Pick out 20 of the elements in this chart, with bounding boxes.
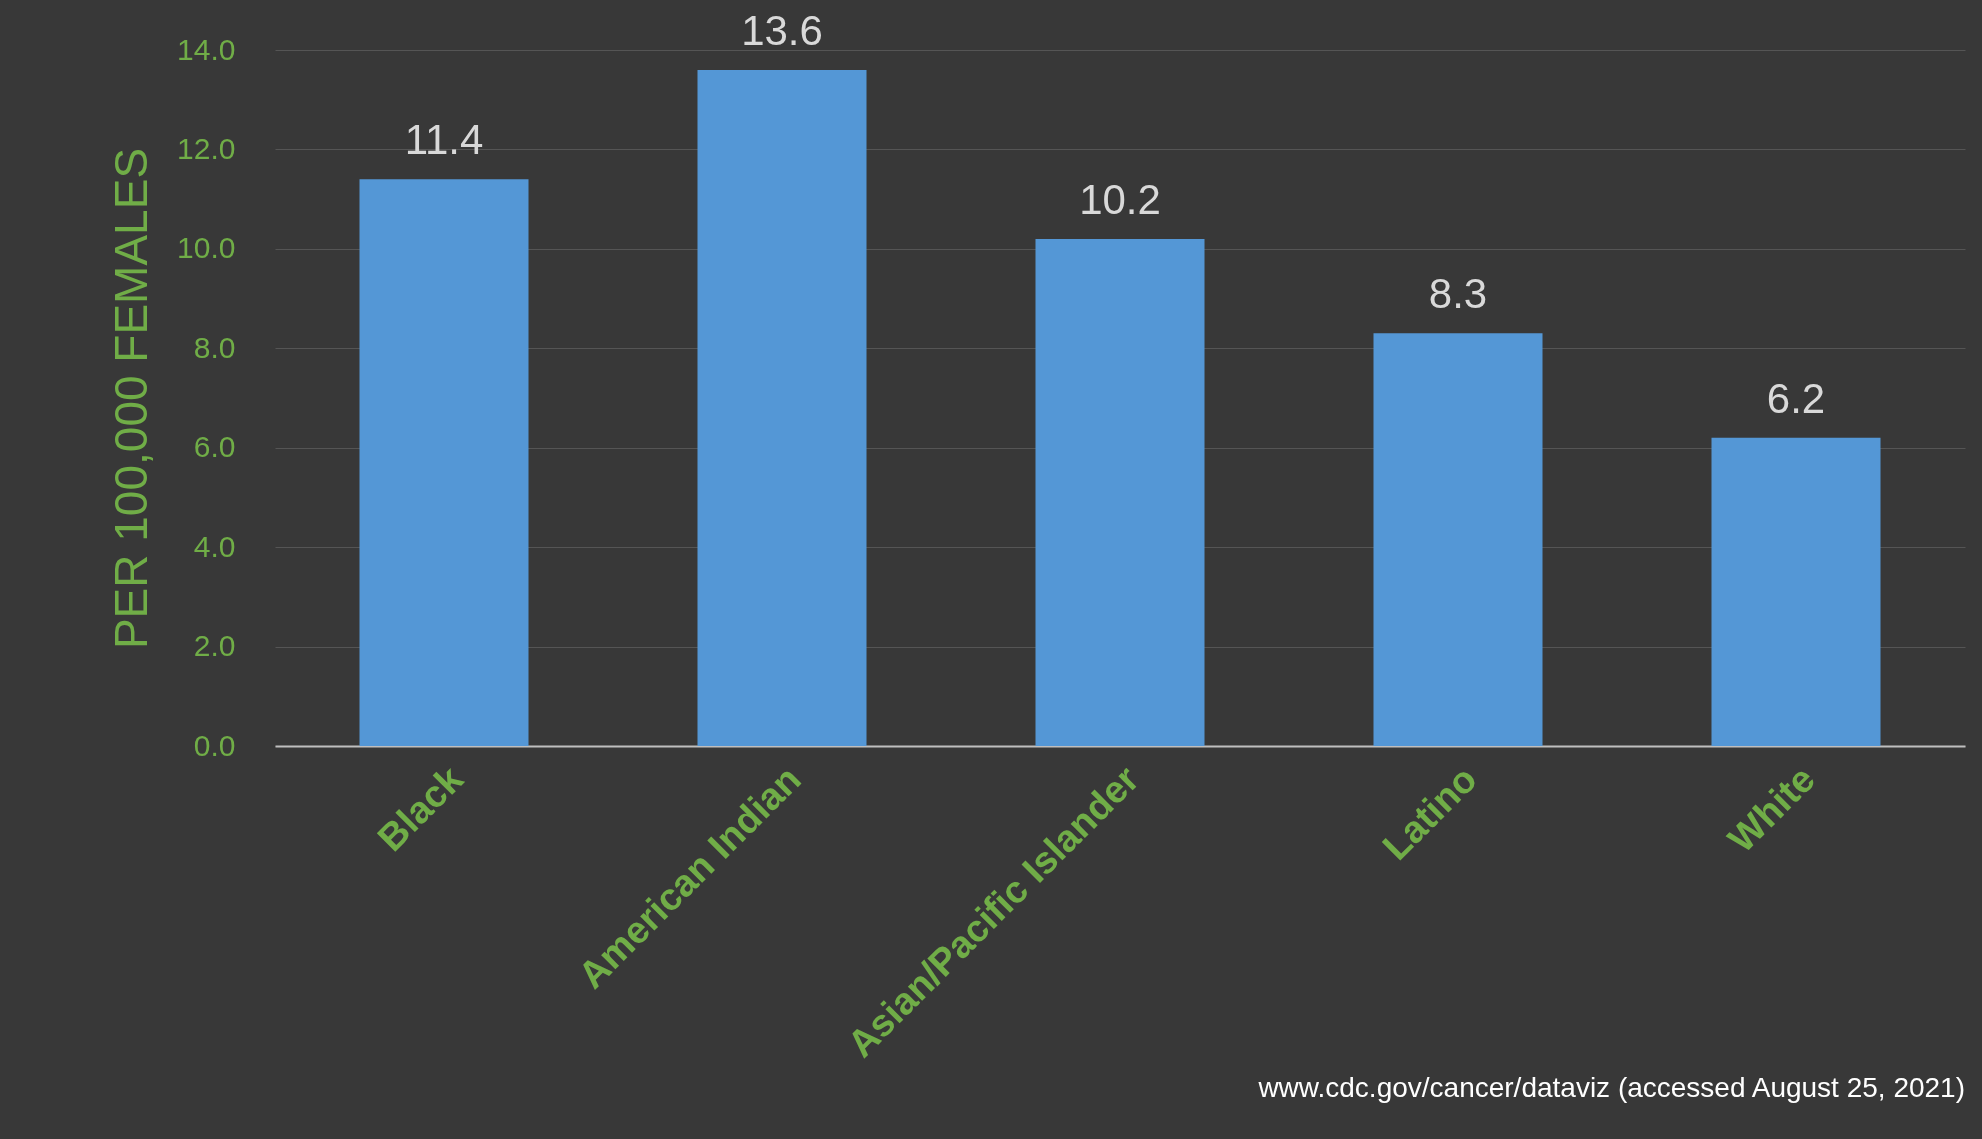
bar [1373,333,1543,746]
bar [697,69,867,746]
y-tick-label: 6.0 [193,430,236,464]
y-tick-label: 0.0 [193,728,236,762]
bar [359,179,529,746]
data-label: 10.2 [1079,175,1161,223]
y-tick-label: 14.0 [177,32,236,66]
bar [1035,238,1205,746]
data-label: 8.3 [1428,270,1488,318]
bar [1711,437,1881,746]
data-label: 11.4 [404,116,484,164]
y-tick-label: 4.0 [193,529,236,563]
text: www.cdc.gov/cancer/dataviz (accessed August 25, 2021) [1257,1071,1965,1103]
y-tick-label: 8.0 [193,330,236,364]
y-tick-label: 12.0 [177,131,236,165]
y-tick-label: 10.0 [177,231,236,265]
y-tick-label: 2.0 [193,629,236,663]
data-label: 6.2 [1766,374,1826,422]
data-label: 13.6 [741,6,823,54]
y-axis-title: PER 100,000 FEMALES [105,147,158,650]
